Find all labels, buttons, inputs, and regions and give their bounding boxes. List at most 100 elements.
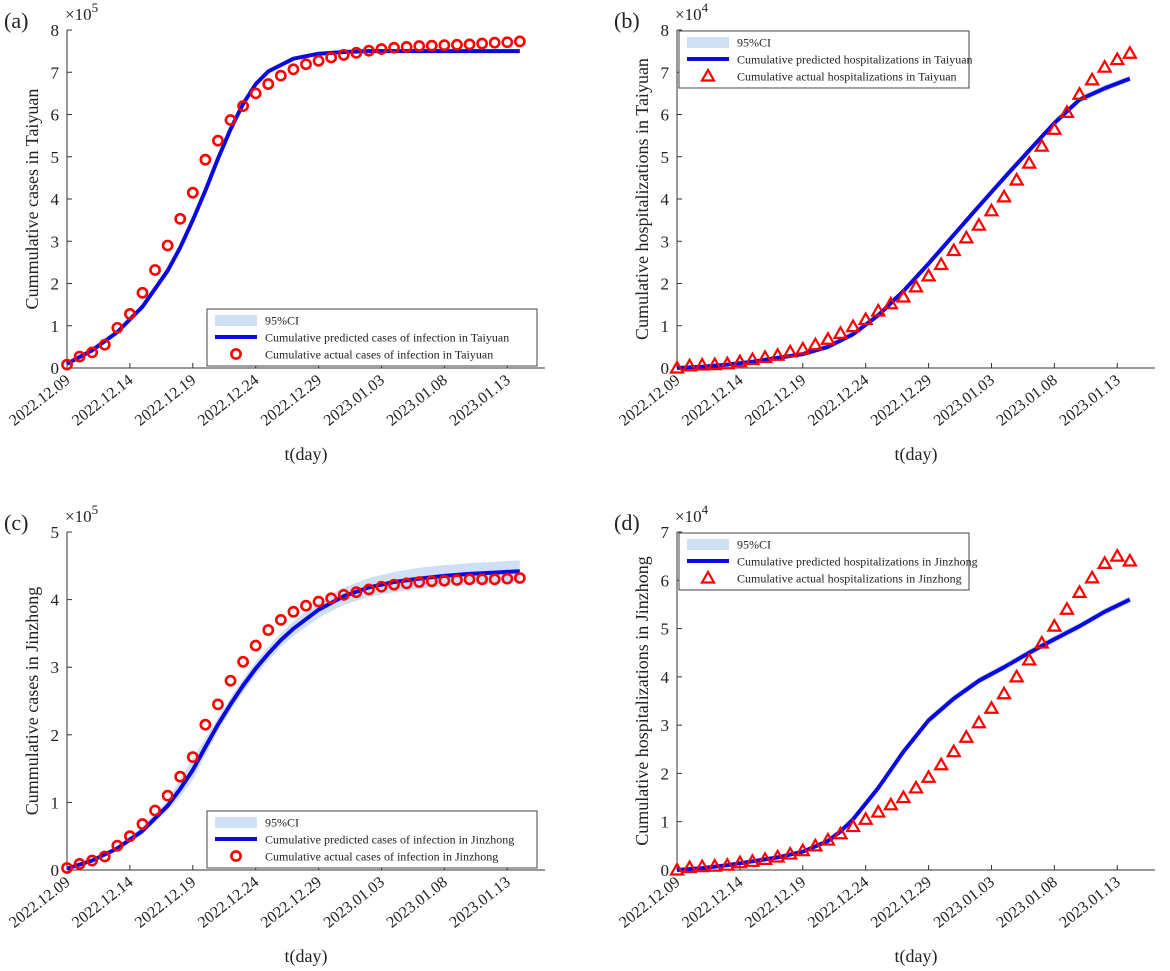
x-tick-label: 2022.12.29 — [868, 372, 935, 430]
actual-point — [1096, 58, 1113, 73]
scale-factor: ×104 — [675, 502, 709, 526]
x-tick-label: 2022.12.24 — [195, 372, 262, 430]
actual-point — [1021, 154, 1038, 169]
actual-point — [186, 186, 199, 199]
scale-factor: ×105 — [65, 0, 98, 24]
x-tick-label: 2023.01.13 — [1057, 874, 1124, 932]
y-tick-label: 0 — [661, 861, 670, 880]
actual-point — [958, 229, 975, 244]
actual-point — [312, 54, 325, 67]
actual-point — [933, 256, 950, 271]
y-tick-label: 2 — [51, 726, 60, 745]
y-tick-label: 0 — [51, 359, 60, 378]
actual-point — [413, 576, 426, 588]
actual-point — [1121, 552, 1138, 567]
y-tick-label: 5 — [51, 523, 60, 542]
actual-point — [769, 848, 786, 863]
actual-point — [845, 318, 862, 333]
actual-point — [782, 343, 799, 358]
legend: 95%CI Cumulative predicted hospitalizatio… — [678, 30, 973, 89]
actual-point — [438, 39, 451, 52]
actual-point — [400, 41, 413, 53]
actual-point — [224, 114, 237, 126]
actual-point — [882, 295, 899, 310]
actual-point — [350, 46, 363, 59]
panel-c: (c) ×1050123452022.12.092022.12.142022.12… — [4, 502, 545, 967]
actual-point — [413, 40, 426, 52]
legend-label: Cumulative predicted cases of infection … — [265, 331, 509, 345]
actual-point — [224, 674, 237, 687]
panel-label: (d) — [614, 510, 640, 535]
actual-point — [463, 38, 476, 51]
actual-point — [1033, 137, 1050, 152]
actual-point — [161, 789, 174, 802]
y-tick-label: 7 — [661, 63, 670, 82]
panel-label: (a) — [4, 8, 28, 33]
actual-point — [501, 36, 514, 49]
x-tick-label: 2022.12.29 — [258, 372, 325, 430]
actual-point — [388, 578, 400, 591]
actual-point — [237, 100, 250, 112]
actual-point — [337, 49, 350, 61]
actual-point — [1071, 86, 1088, 100]
actual-point — [832, 825, 849, 840]
panel-label: (b) — [614, 8, 640, 33]
scale-factor-base: ×10 — [675, 507, 702, 526]
actual-point — [149, 264, 161, 276]
legend-marker-swatch — [700, 67, 716, 82]
x-axis-title: t(day) — [895, 444, 938, 465]
actual-point — [186, 751, 199, 764]
legend-label: Cumulative predicted cases of infection … — [265, 833, 514, 847]
y-tick-label: 3 — [661, 716, 670, 735]
x-tick-label: 2022.12.29 — [868, 874, 935, 932]
actual-point — [73, 350, 86, 363]
scale-factor: ×105 — [65, 502, 98, 526]
y-tick-label: 2 — [661, 275, 670, 294]
actual-point — [744, 351, 761, 366]
legend-label: Cumulative actual cases of infection in … — [265, 850, 498, 864]
actual-point — [111, 321, 124, 334]
actual-point — [174, 770, 187, 783]
actual-point — [920, 267, 937, 282]
x-tick-label: 2022.12.19 — [132, 372, 199, 430]
x-tick-label: 2023.01.03 — [321, 372, 388, 430]
actual-point — [807, 837, 824, 852]
scale-factor-base: ×10 — [675, 5, 702, 24]
y-tick-label: 3 — [51, 658, 60, 677]
y-tick-label: 4 — [661, 668, 670, 687]
legend-label: 95%CI — [737, 36, 771, 50]
legend: 95%CI Cumulative predicted cases of infec… — [206, 810, 538, 869]
actual-point — [1109, 547, 1126, 562]
legend: 95%CI Cumulative predicted hospitalizatio… — [678, 532, 978, 591]
actual-point — [274, 613, 287, 626]
actual-point — [983, 202, 1000, 217]
actual-point — [287, 63, 300, 76]
y-axis-title: Cummulative cases in Jinzhong — [22, 587, 42, 815]
actual-point — [996, 188, 1012, 203]
actual-point — [61, 862, 73, 874]
actual-point — [111, 839, 124, 852]
actual-point — [1121, 45, 1138, 59]
panel-b: (b) ×1040123456782022.12.092022.12.142022… — [614, 0, 1155, 465]
actual-point — [400, 577, 413, 590]
actual-point — [983, 700, 1000, 714]
scale-factor-exponent: 5 — [92, 0, 99, 15]
actual-point — [857, 811, 874, 825]
x-tick-label: 2023.01.13 — [447, 874, 514, 932]
actual-point — [820, 331, 836, 345]
actual-point — [136, 286, 149, 299]
y-tick-label: 7 — [661, 523, 670, 542]
actual-point — [1084, 71, 1101, 86]
x-tick-label: 2022.12.09 — [6, 874, 73, 932]
actual-point — [857, 311, 874, 326]
actual-point — [337, 588, 350, 601]
y-tick-label: 6 — [661, 571, 670, 590]
actual-point — [149, 804, 161, 817]
actual-point — [807, 336, 824, 351]
actual-point — [174, 212, 187, 225]
actual-point — [123, 830, 136, 843]
actual-point — [300, 599, 312, 612]
actual-point — [895, 288, 912, 303]
x-tick-label: 2022.12.19 — [742, 874, 809, 932]
